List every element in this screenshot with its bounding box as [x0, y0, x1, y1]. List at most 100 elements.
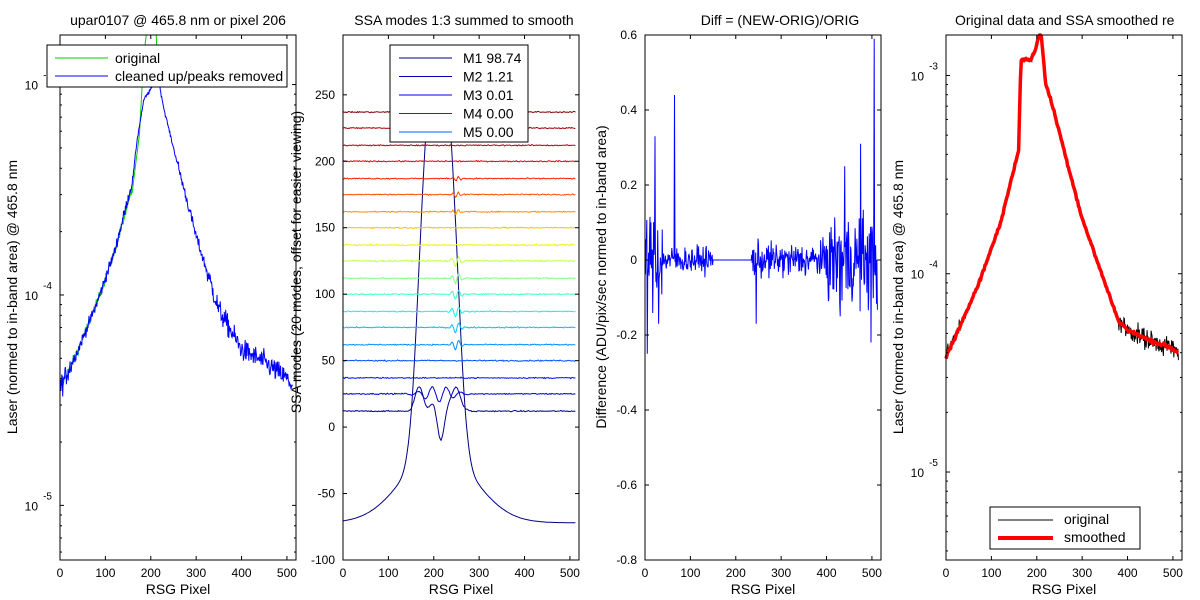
- panel-4-ylabel: Laser (normed to in-band area) @ 465.8 n…: [890, 160, 906, 434]
- panel-3-ticks: 0 100 200 300 400 500 -0.8 -0.6 -0.4 -0.2 0 0.2 0.4 0…: [616, 28, 882, 580]
- mode-offset-line: [342, 159, 576, 163]
- y-tick-label: 10: [911, 466, 925, 480]
- mode-offset-line: [342, 143, 576, 147]
- mode-offset-line: [342, 256, 576, 268]
- panel-2-axes-box: [342, 34, 580, 561]
- panel-2-legend: M1 98.74 M2 1.21 M3 0.01 M4 0.00 M5 0.00: [389, 44, 529, 143]
- y-tick-label: -100: [311, 553, 335, 567]
- x-tick-label: 300: [469, 566, 489, 580]
- mode-offset-line: [342, 322, 576, 334]
- y-tick-label: 0: [328, 420, 335, 434]
- panel-4-axes-box: [945, 34, 1183, 561]
- x-tick-label: 100: [378, 566, 398, 580]
- panel-1-title: upar0107 @ 465.8 nm or pixel 206: [70, 12, 286, 28]
- mode-1-line: [342, 63, 576, 524]
- panel-3: 0 100 200 300 400 500 -0.8 -0.6 -0.4 -0.2 0 0.2 0.4 0…: [593, 12, 882, 597]
- x-tick-label: 400: [1118, 566, 1138, 580]
- mode-offset-line: [342, 340, 576, 351]
- mode-offset-line: [342, 386, 576, 442]
- series-smoothed-line: [944, 33, 1180, 360]
- diff-series-line: [644, 38, 878, 354]
- y-tick-exponent: -5: [929, 458, 938, 469]
- legend-label-mode-4: M4 0.00: [463, 106, 514, 122]
- mode-offset-line: [342, 273, 576, 285]
- y-tick-label: 150: [315, 221, 335, 235]
- y-tick-label: 0: [630, 253, 637, 267]
- y-tick-label: -0.6: [616, 478, 637, 492]
- x-tick-label: 500: [1163, 566, 1183, 580]
- mode-offset-line: [342, 226, 576, 230]
- legend-label-original-black: original: [1064, 511, 1109, 527]
- mode-offset-line: [342, 208, 576, 216]
- panel-2-xlabel: RSG Pixel: [429, 581, 494, 597]
- y-tick-exponent: -5: [43, 491, 52, 502]
- panel-2-ylabel: SSA modes (20 modes, offset for easier v…: [288, 111, 304, 413]
- y-tick-exponent: -4: [929, 260, 938, 271]
- y-tick-label: 0.4: [620, 103, 637, 117]
- mode-offset-line: [342, 386, 576, 403]
- mode-offset-line: [342, 289, 576, 300]
- y-tick-label: -0.4: [616, 403, 637, 417]
- mode-offset-line: [342, 190, 576, 199]
- y-tick-label: -50: [318, 487, 336, 501]
- panel-1-axes-box: [59, 34, 297, 561]
- y-tick-label: 200: [315, 154, 335, 168]
- y-tick-exponent: -4: [43, 281, 52, 292]
- panel-1-plot: [59, 34, 293, 397]
- mode-offset-line: [342, 175, 576, 182]
- panel-4: 0 100 200 300 400 500 10 -5 10 -4 10 -3 Original da…: [890, 12, 1183, 597]
- panel-4-title: Original data and SSA smoothed re: [955, 12, 1175, 28]
- x-tick-label: 300: [1072, 566, 1092, 580]
- x-tick-label: 300: [771, 566, 791, 580]
- x-tick-label: 200: [141, 566, 161, 580]
- panel-2: 0 100 200 300 400 500 -100 -50 0 50 100 150 200 250 S…: [288, 12, 580, 597]
- series-original-black-line: [945, 34, 1179, 361]
- y-tick-label: -0.8: [616, 553, 637, 567]
- panel-3-ylabel: Difference (ADU/pix/sec normed to in-ban…: [593, 125, 609, 428]
- panel-1-legend-box: [46, 44, 288, 88]
- legend-label-cleaned: cleaned up/peaks removed: [115, 68, 283, 84]
- series-cleaned-line: [59, 74, 293, 397]
- mode-offset-line: [342, 306, 576, 318]
- panel-3-plot: [644, 38, 878, 354]
- x-tick-label: 200: [1027, 566, 1047, 580]
- x-tick-label: 0: [340, 566, 347, 580]
- panel-4-plot: [944, 33, 1180, 361]
- x-tick-label: 300: [186, 566, 206, 580]
- mode-offset-line: [342, 243, 576, 247]
- x-tick-label: 0: [57, 566, 64, 580]
- legend-label-mode-5: M5 0.00: [463, 124, 514, 140]
- panel-4-xlabel: RSG Pixel: [1032, 581, 1097, 597]
- panel-4-legend: original smoothed: [989, 506, 1141, 550]
- y-tick-label: 50: [322, 354, 336, 368]
- series-original-line: [59, 34, 147, 387]
- x-tick-label: 100: [981, 566, 1001, 580]
- y-tick-label: 0.2: [620, 178, 637, 192]
- x-tick-label: 500: [560, 566, 580, 580]
- panel-2-ticks: 0 100 200 300 400 500 -100 -50 0 50 100 150 200 250: [311, 35, 580, 580]
- panel-1-xlabel: RSG Pixel: [146, 581, 211, 597]
- y-tick-label: 10: [25, 499, 39, 513]
- panel-3-xlabel: RSG Pixel: [731, 581, 796, 597]
- y-tick-label: 0.6: [620, 28, 637, 42]
- x-tick-label: 0: [642, 566, 649, 580]
- panel-1-legend: original cleaned up/peaks removed: [46, 44, 288, 88]
- panel-4-legend-box: [989, 506, 1141, 550]
- mode-offset-line: [343, 359, 576, 363]
- y-tick-label: 10: [911, 69, 925, 83]
- x-tick-label: 400: [817, 566, 837, 580]
- x-tick-label: 200: [726, 566, 746, 580]
- x-tick-label: 100: [95, 566, 115, 580]
- x-tick-label: 100: [680, 566, 700, 580]
- y-tick-label: 250: [315, 88, 335, 102]
- legend-label-mode-2: M2 1.21: [463, 69, 514, 85]
- y-tick-label: 10: [25, 289, 39, 303]
- y-tick-label: 100: [315, 287, 335, 301]
- x-tick-label: 500: [862, 566, 882, 580]
- x-tick-label: 400: [515, 566, 535, 580]
- x-tick-label: 200: [424, 566, 444, 580]
- panel-3-title: Diff = (NEW-ORIG)/ORIG: [701, 12, 860, 28]
